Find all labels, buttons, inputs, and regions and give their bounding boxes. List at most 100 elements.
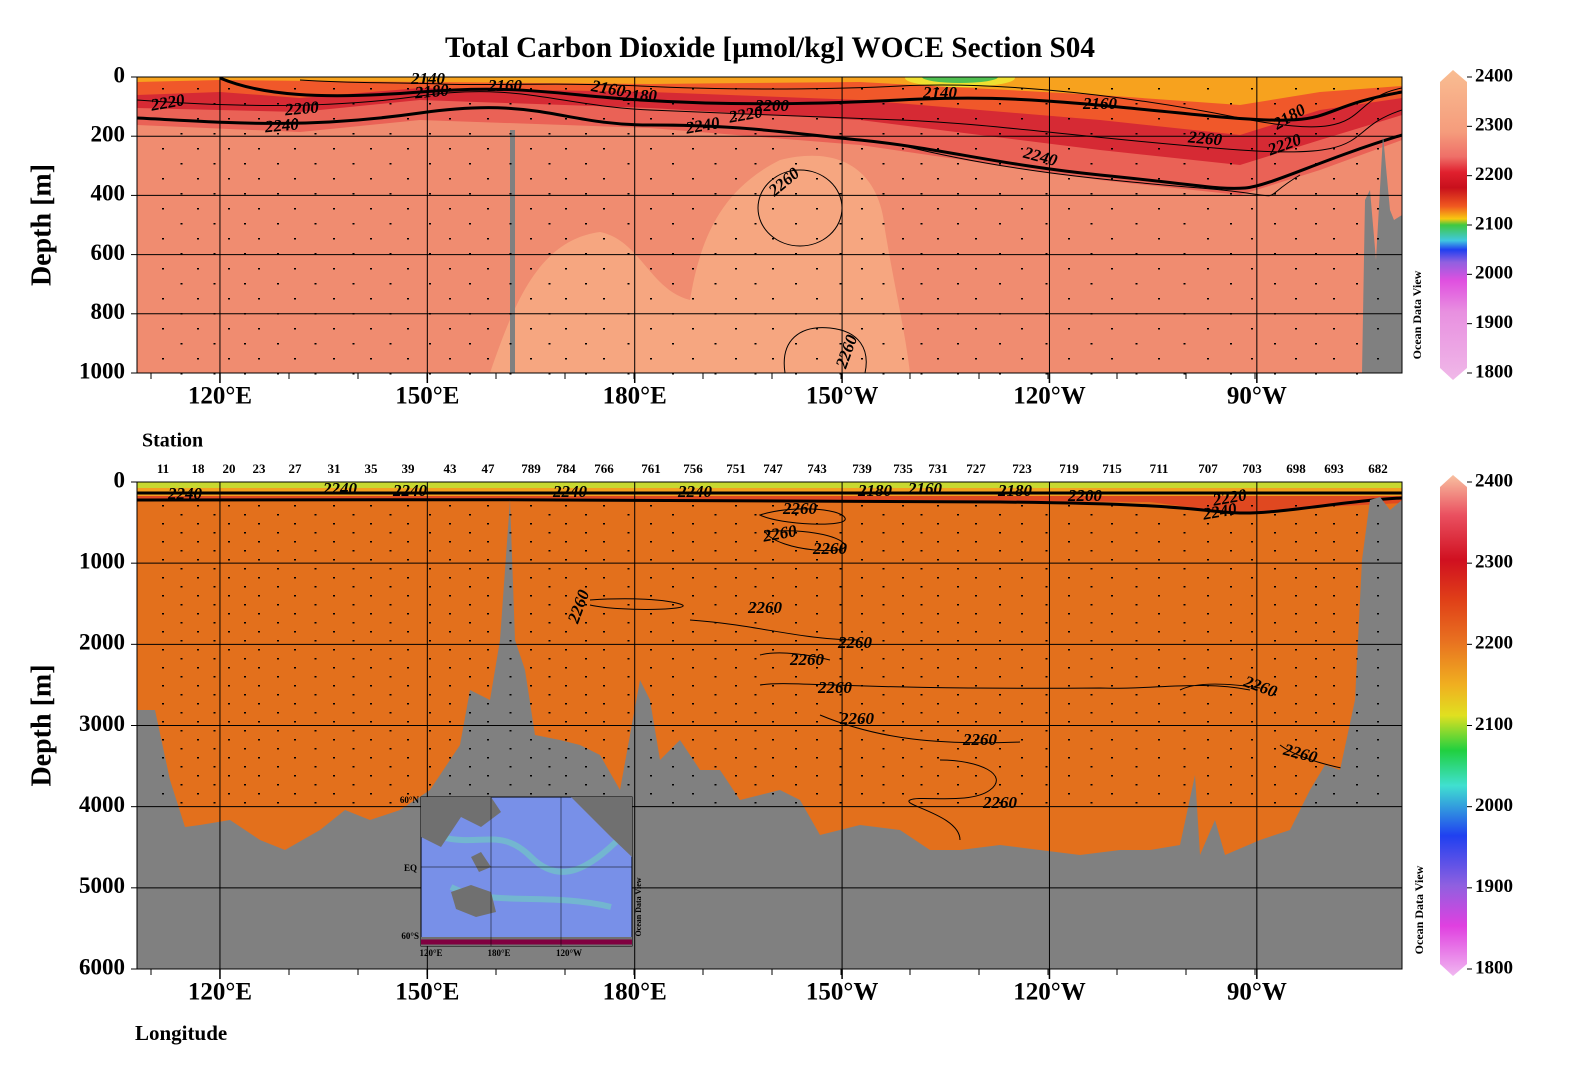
station-dot bbox=[352, 193, 355, 195]
station-dot bbox=[213, 163, 216, 165]
station-dot bbox=[902, 685, 904, 687]
station-dot bbox=[407, 613, 409, 615]
station-dot bbox=[975, 721, 977, 723]
station-dot bbox=[277, 712, 279, 714]
station-dot bbox=[509, 658, 512, 660]
station-dot bbox=[861, 793, 863, 795]
station-dot bbox=[692, 148, 694, 150]
station-dot bbox=[244, 283, 246, 285]
station-dot bbox=[1274, 223, 1276, 225]
station-dot bbox=[692, 118, 694, 120]
station-dot bbox=[449, 721, 451, 723]
station-dot bbox=[469, 730, 471, 732]
station-dot bbox=[957, 586, 959, 588]
station-dot bbox=[509, 373, 512, 375]
station-dot bbox=[735, 667, 737, 669]
station-dot bbox=[213, 550, 216, 552]
station-dot bbox=[277, 604, 279, 606]
station-dot bbox=[902, 595, 904, 597]
station-dot bbox=[1377, 559, 1379, 561]
station-dot bbox=[920, 133, 923, 135]
station-dot bbox=[920, 283, 923, 285]
station-dot bbox=[469, 676, 471, 678]
station-dot bbox=[882, 532, 885, 534]
station-dot bbox=[816, 208, 818, 210]
contour-label: 2260 bbox=[837, 633, 873, 652]
station-dot bbox=[1333, 523, 1335, 525]
station-dot bbox=[603, 577, 605, 579]
station-dot bbox=[692, 178, 694, 180]
station-dot bbox=[692, 667, 694, 669]
station-dot bbox=[162, 148, 164, 150]
station-dot bbox=[902, 298, 904, 300]
station-dot bbox=[1183, 133, 1186, 135]
station-dot bbox=[672, 568, 674, 570]
station-dot bbox=[197, 118, 199, 120]
station-dot bbox=[1045, 712, 1048, 714]
station-dot bbox=[1158, 667, 1160, 669]
station-dot bbox=[795, 604, 797, 606]
station-dot bbox=[1251, 505, 1253, 507]
station-dot bbox=[1295, 505, 1297, 507]
station-dot bbox=[370, 721, 372, 723]
station-dot bbox=[258, 649, 260, 651]
station-dot bbox=[937, 178, 939, 180]
station-dot bbox=[1021, 328, 1023, 330]
station-dot bbox=[1207, 541, 1209, 543]
station-dot bbox=[839, 253, 842, 255]
station-dot bbox=[772, 721, 774, 723]
station-dot bbox=[370, 685, 372, 687]
station-dot bbox=[213, 193, 216, 195]
station-dot bbox=[672, 586, 674, 588]
station-dot bbox=[627, 784, 630, 786]
station-dot bbox=[244, 694, 246, 696]
station-dot bbox=[162, 757, 164, 759]
station-dot bbox=[672, 766, 674, 768]
station-label: 719 bbox=[1059, 461, 1079, 476]
station-dot bbox=[650, 739, 652, 741]
station-dot bbox=[228, 298, 230, 300]
station-dot bbox=[1090, 253, 1093, 255]
station-dot bbox=[839, 283, 842, 285]
station-dot bbox=[1090, 694, 1093, 696]
station-dot bbox=[1183, 640, 1186, 642]
contour-label: 2240 bbox=[552, 482, 588, 501]
station-dot bbox=[714, 532, 717, 534]
station-dot bbox=[1111, 667, 1113, 669]
station-dot bbox=[487, 328, 489, 330]
station-dot bbox=[603, 649, 605, 651]
station-dot bbox=[920, 550, 923, 552]
station-dot bbox=[294, 721, 296, 723]
station-dot bbox=[487, 559, 489, 561]
station-dot bbox=[162, 577, 164, 579]
station-dot bbox=[1158, 757, 1160, 759]
y-axis-label: Depth [m] bbox=[26, 664, 57, 786]
station-dot bbox=[180, 253, 183, 255]
contour-label: 2260 bbox=[839, 709, 875, 728]
station-dot bbox=[258, 328, 260, 330]
station-dot bbox=[1111, 178, 1113, 180]
station-dot bbox=[1333, 703, 1335, 705]
station-dot bbox=[180, 658, 183, 660]
station-dot bbox=[370, 358, 372, 360]
station-dot bbox=[882, 163, 885, 165]
watermark: Ocean Data View bbox=[1412, 865, 1426, 954]
station-dot bbox=[244, 193, 246, 195]
colorbar bbox=[1440, 475, 1467, 976]
station-dot bbox=[1251, 721, 1253, 723]
station-dot bbox=[244, 253, 246, 255]
station-dot bbox=[816, 595, 818, 597]
station-dot bbox=[920, 730, 923, 732]
station-dot bbox=[1158, 268, 1160, 270]
station-dot bbox=[1068, 577, 1070, 579]
station-dot bbox=[1135, 676, 1138, 678]
station-dot bbox=[1230, 514, 1232, 516]
station-dot bbox=[1274, 103, 1276, 105]
station-dot bbox=[882, 748, 885, 750]
station-dot bbox=[277, 622, 279, 624]
station-dot bbox=[772, 118, 774, 120]
station-dot bbox=[180, 586, 183, 588]
station-dot bbox=[754, 640, 757, 642]
station-dot bbox=[407, 505, 409, 507]
station-dot bbox=[920, 640, 923, 642]
